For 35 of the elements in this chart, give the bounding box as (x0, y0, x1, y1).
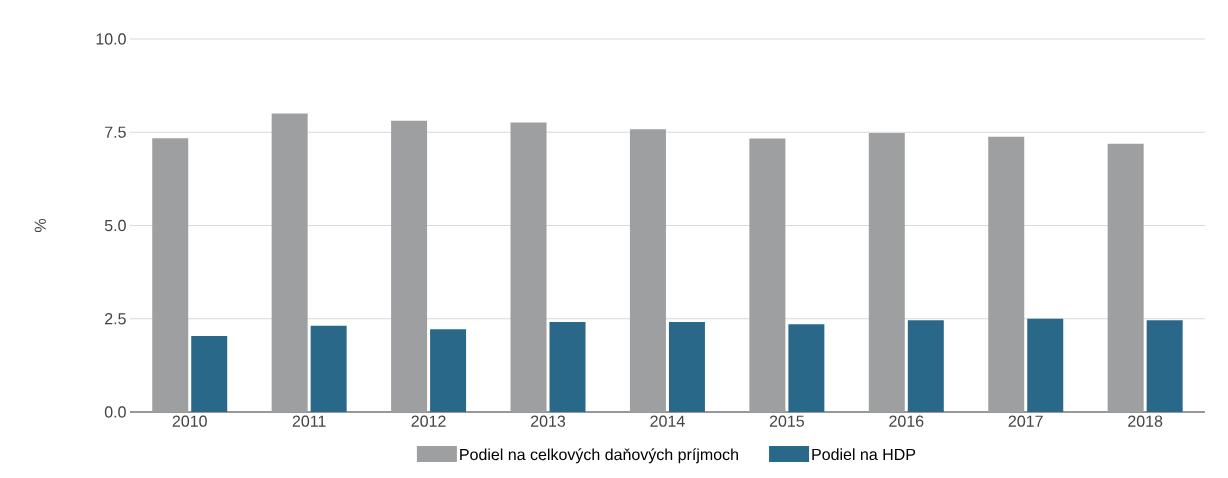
x-tick-label: 2016 (889, 415, 924, 427)
legend-label: Podiel na celkových daňových príjmoch (460, 448, 738, 464)
x-tick-label: 2018 (1128, 415, 1163, 427)
bar (271, 113, 308, 412)
y-tick-label: 5.0 (104, 219, 126, 232)
bar (1027, 318, 1064, 412)
x-tick-label: 2017 (1008, 415, 1043, 427)
x-tick-label: 2015 (769, 415, 804, 427)
bar (868, 132, 905, 412)
bar (191, 335, 228, 412)
x-tick-label: 2011 (292, 415, 326, 427)
bar (549, 322, 586, 412)
y-axis-title: % (34, 218, 46, 233)
x-tick-label: 2014 (650, 415, 685, 427)
bar (988, 136, 1025, 412)
bar (1146, 320, 1183, 412)
bar (391, 120, 428, 412)
y-tick-label: 7.5 (105, 126, 126, 138)
bar (749, 138, 786, 412)
y-tick-label: 2.5 (105, 313, 126, 325)
x-tick-label: 2012 (411, 415, 446, 427)
bar (788, 324, 825, 412)
bar (310, 325, 347, 412)
bar (510, 122, 547, 412)
bar (430, 329, 467, 412)
y-tick-label: 0.0 (104, 406, 126, 418)
bar (152, 138, 189, 412)
x-tick-label: 2013 (531, 415, 566, 427)
y-tick-label: 10.0 (96, 33, 126, 45)
bar (668, 322, 705, 412)
legend-label: Podiel na HDP (812, 448, 916, 461)
bar (907, 320, 944, 412)
bar (629, 129, 666, 412)
x-tick-label: 2010 (172, 415, 207, 427)
bar (1107, 143, 1144, 412)
